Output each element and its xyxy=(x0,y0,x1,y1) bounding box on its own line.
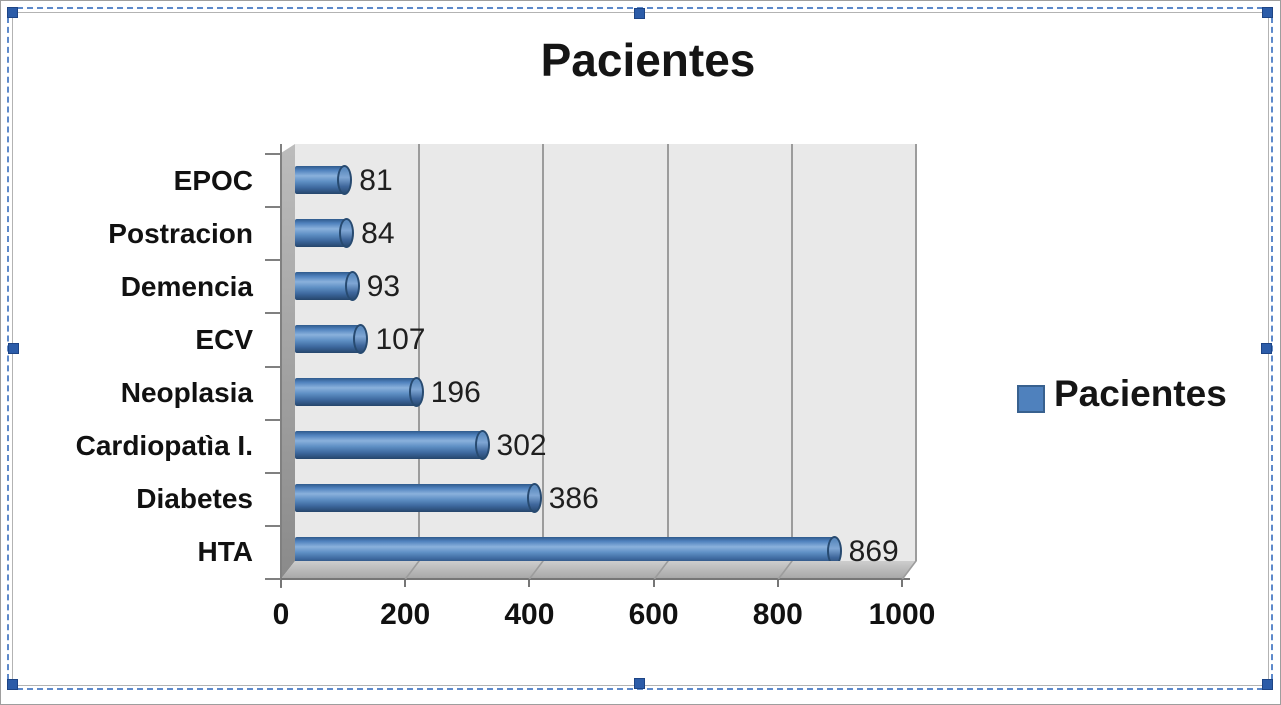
gridline xyxy=(542,144,545,561)
selection-handle-e[interactable] xyxy=(1261,342,1272,354)
category-label: EPOC xyxy=(173,164,253,196)
bar[interactable] xyxy=(295,536,842,567)
selection-handle-n[interactable] xyxy=(634,8,645,19)
y-axis-tick xyxy=(265,365,281,368)
y-axis-tick xyxy=(265,206,281,209)
legend-label: Pacientes xyxy=(1054,373,1227,414)
x-axis-line xyxy=(280,578,910,580)
x-axis-tick-label: 1000 xyxy=(868,598,936,631)
selection-handle-ne[interactable] xyxy=(1262,7,1273,18)
value-label: 302 xyxy=(496,429,547,463)
y-axis-tick xyxy=(265,312,281,315)
x-axis-tick-label: 400 xyxy=(504,598,555,631)
selection-handle-s[interactable] xyxy=(634,678,645,689)
bar-cap xyxy=(344,270,360,301)
bar-cap xyxy=(353,323,369,354)
y-axis-tick xyxy=(265,418,281,421)
selection-handle-sw[interactable] xyxy=(7,679,18,690)
value-label: 869 xyxy=(848,535,899,569)
x-axis-tick-label: 0 xyxy=(272,598,290,631)
y-axis-tick xyxy=(265,259,281,262)
bar-cap xyxy=(474,430,490,461)
bar-cap xyxy=(408,377,424,408)
bar[interactable] xyxy=(295,164,353,195)
gridline xyxy=(915,144,917,561)
x-axis-tick xyxy=(652,579,655,587)
category-label: Neoplasia xyxy=(120,377,253,409)
chart-title: Pacientes xyxy=(540,34,756,86)
bar[interactable] xyxy=(295,217,355,248)
x-axis-tick xyxy=(776,579,779,587)
category-label: Demencia xyxy=(120,270,253,302)
value-label: 196 xyxy=(430,376,481,410)
y-axis-line xyxy=(280,144,282,588)
bar[interactable] xyxy=(295,430,490,461)
x-axis-tick-label: 600 xyxy=(628,598,679,631)
category-label: Diabetes xyxy=(136,483,253,515)
chart-legend: Pacientes xyxy=(1017,373,1227,415)
bar[interactable] xyxy=(295,323,369,354)
chart-3d-floor xyxy=(281,561,916,579)
value-label: 386 xyxy=(548,482,599,516)
gridline xyxy=(790,144,793,561)
value-label: 84 xyxy=(361,216,395,250)
y-axis-tick xyxy=(265,578,281,580)
y-axis-tick xyxy=(265,524,281,527)
selection-handle-nw[interactable] xyxy=(7,7,18,18)
category-label: Postracion xyxy=(108,217,253,249)
bar-cap xyxy=(339,217,355,248)
bar-cap xyxy=(337,164,353,195)
selection-border[interactable] xyxy=(7,7,1273,690)
bar[interactable] xyxy=(295,270,360,301)
x-axis-tick-label: 200 xyxy=(380,598,431,631)
x-axis-tick xyxy=(404,579,407,587)
x-axis-tick xyxy=(528,579,531,587)
value-label: 93 xyxy=(366,269,401,303)
bar-cap xyxy=(526,483,542,514)
x-axis-tick xyxy=(280,579,282,587)
chart-3d-wall xyxy=(281,144,295,579)
y-axis-tick xyxy=(265,153,281,155)
value-label: 81 xyxy=(359,163,393,197)
bar[interactable] xyxy=(295,377,424,408)
y-axis-tick xyxy=(265,471,281,474)
bar[interactable] xyxy=(295,483,542,514)
selection-handle-w[interactable] xyxy=(8,342,19,354)
category-label: HTA xyxy=(197,536,253,568)
x-axis-tick-label: 800 xyxy=(752,598,803,631)
gridline xyxy=(666,144,669,561)
gridline xyxy=(418,144,421,561)
category-label: Cardiopatìa I. xyxy=(75,430,253,462)
legend-swatch-icon xyxy=(1017,384,1045,413)
x-axis-tick xyxy=(901,579,903,587)
category-label: ECV xyxy=(195,323,253,355)
selection-handle-se[interactable] xyxy=(1262,679,1273,690)
value-label: 107 xyxy=(375,322,426,356)
